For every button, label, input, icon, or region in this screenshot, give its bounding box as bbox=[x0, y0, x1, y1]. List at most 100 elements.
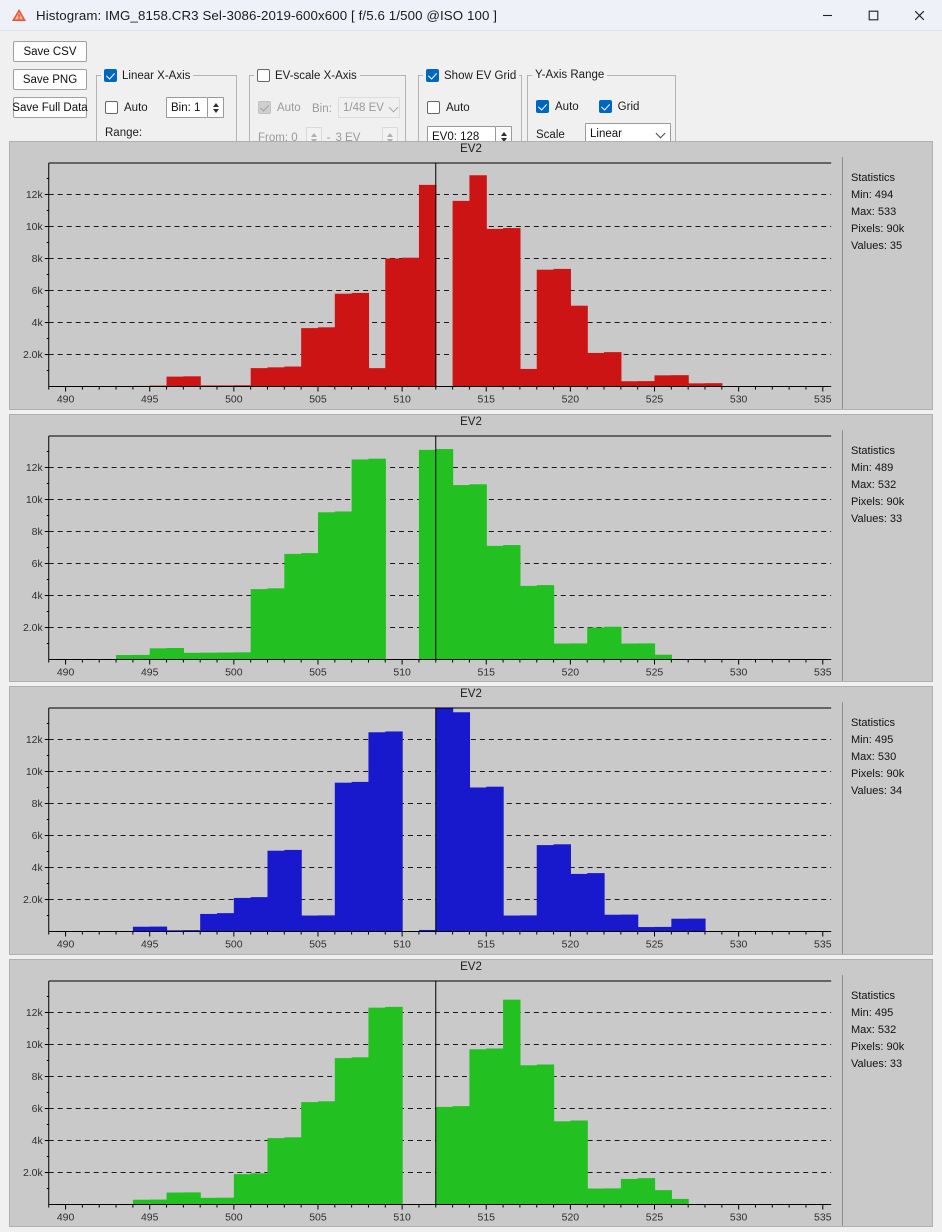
chart-canvas[interactable]: 2.0k 4k 6k 8k 10k 12k 490 495 500 505 510 515 520 525… bbox=[10, 702, 842, 954]
svg-text:535: 535 bbox=[814, 667, 832, 678]
minimize-button[interactable] bbox=[804, 0, 850, 31]
ev-dash: - bbox=[326, 131, 331, 144]
stat-min: Min: 489 bbox=[851, 461, 894, 474]
statistics-heading: Statistics bbox=[851, 444, 896, 457]
y-grid-checkbox[interactable] bbox=[598, 100, 612, 113]
svg-text:8k: 8k bbox=[32, 526, 44, 537]
svg-text:495: 495 bbox=[141, 395, 159, 406]
svg-text:530: 530 bbox=[730, 667, 748, 678]
statistics-box: Statistics Min: 495 Max: 530 Pixels: 90k… bbox=[842, 702, 932, 954]
svg-text:6k: 6k bbox=[32, 559, 44, 570]
svg-text:10k: 10k bbox=[26, 1039, 44, 1050]
y-axis-range-label: Y-Axis Range bbox=[535, 69, 605, 81]
svg-text:10k: 10k bbox=[26, 494, 44, 505]
y-auto-checkbox[interactable] bbox=[536, 100, 549, 113]
svg-text:530: 530 bbox=[730, 1212, 748, 1223]
histogram-panel: EV2 2.0k 4k 6k 8k 10k 12k 490 495 500 505 510 515 52… bbox=[9, 141, 933, 410]
chevron-down-icon bbox=[390, 103, 399, 112]
linear-bin-input[interactable]: Bin: 1 bbox=[166, 97, 208, 118]
chart-canvas[interactable]: 2.0k 4k 6k 8k 10k 12k 490 495 500 505 510 515 520 525… bbox=[10, 157, 842, 409]
svg-text:510: 510 bbox=[393, 1212, 411, 1223]
svg-text:6k: 6k bbox=[32, 831, 44, 842]
svg-text:495: 495 bbox=[141, 1212, 159, 1223]
stat-max: Max: 532 bbox=[851, 478, 897, 491]
ev-auto-label: Auto bbox=[277, 101, 301, 114]
stat-values: Values: 33 bbox=[851, 1057, 903, 1070]
svg-text:490: 490 bbox=[57, 667, 75, 678]
svg-text:535: 535 bbox=[814, 940, 832, 951]
stat-values: Values: 33 bbox=[851, 512, 903, 525]
svg-text:500: 500 bbox=[225, 1212, 243, 1223]
stat-pixels: Pixels: 90k bbox=[851, 223, 905, 235]
svg-text:505: 505 bbox=[309, 667, 327, 678]
svg-text:4k: 4k bbox=[32, 1136, 44, 1147]
svg-text:2.0k: 2.0k bbox=[23, 623, 44, 634]
statistics-heading: Statistics bbox=[851, 172, 896, 184]
histogram-app-icon bbox=[11, 7, 27, 23]
stat-pixels: Pixels: 90k bbox=[851, 1040, 905, 1053]
linear-auto-checkbox[interactable] bbox=[105, 101, 118, 114]
svg-text:8k: 8k bbox=[32, 254, 44, 265]
ev-scale-label: EV-scale X-Axis bbox=[275, 69, 357, 82]
ev-bin-value: 1/48 EV bbox=[343, 101, 384, 114]
chart-canvas[interactable]: 2.0k 4k 6k 8k 10k 12k 490 495 500 505 510 515 520 525… bbox=[10, 975, 842, 1227]
show-ev-grid-checkbox[interactable] bbox=[426, 69, 439, 82]
linear-x-axis-legend: Linear X-Axis bbox=[101, 69, 193, 82]
svg-text:490: 490 bbox=[57, 940, 75, 951]
chevron-down-icon bbox=[657, 129, 666, 138]
svg-text:8k: 8k bbox=[32, 1071, 44, 1082]
svg-text:6k: 6k bbox=[32, 286, 44, 297]
svg-text:490: 490 bbox=[57, 1212, 75, 1223]
svg-text:535: 535 bbox=[814, 1212, 832, 1223]
svg-text:505: 505 bbox=[309, 1212, 327, 1223]
svg-text:520: 520 bbox=[562, 395, 580, 406]
svg-text:525: 525 bbox=[646, 940, 664, 951]
y-auto-label: Auto bbox=[555, 100, 579, 113]
svg-text:490: 490 bbox=[57, 395, 75, 406]
svg-text:530: 530 bbox=[730, 395, 748, 406]
svg-text:500: 500 bbox=[225, 395, 243, 406]
stat-values: Values: 35 bbox=[851, 240, 903, 252]
svg-text:525: 525 bbox=[646, 667, 664, 678]
window-controls bbox=[804, 0, 942, 31]
controls-toolbar: Save CSV Save PNG Save Full Data Linear … bbox=[0, 31, 942, 173]
histogram-panel: EV2 2.0k 4k 6k 8k 10k 12k 490 495 500 505 510 515 52… bbox=[9, 413, 933, 682]
linear-auto-label: Auto bbox=[124, 101, 148, 114]
linear-range-label: Range: bbox=[105, 127, 143, 139]
ev-auto-checkbox[interactable] bbox=[258, 101, 271, 114]
svg-text:4k: 4k bbox=[32, 318, 44, 329]
show-ev-grid-legend: Show EV Grid bbox=[423, 69, 519, 82]
save-png-button[interactable]: Save PNG bbox=[13, 69, 87, 90]
ev-scale-x-axis-checkbox[interactable] bbox=[257, 69, 270, 82]
svg-text:4k: 4k bbox=[32, 863, 44, 874]
svg-text:8k: 8k bbox=[32, 799, 44, 810]
svg-text:505: 505 bbox=[309, 395, 327, 406]
svg-text:2.0k: 2.0k bbox=[23, 1168, 44, 1179]
chart-canvas[interactable]: 2.0k 4k 6k 8k 10k 12k 490 495 500 505 510 515 520 525… bbox=[10, 430, 842, 682]
svg-text:515: 515 bbox=[478, 940, 496, 951]
save-full-data-button[interactable]: Save Full Data bbox=[12, 97, 88, 118]
svg-text:12k: 12k bbox=[26, 190, 44, 201]
ev-bin-select[interactable]: 1/48 EV bbox=[338, 97, 400, 118]
svg-text:12k: 12k bbox=[26, 735, 44, 746]
title-bar: Histogram: IMG_8158.CR3 Sel-3086-2019-60… bbox=[0, 0, 942, 31]
linear-bin-spinner[interactable] bbox=[208, 97, 224, 118]
svg-text:500: 500 bbox=[225, 940, 243, 951]
close-button[interactable] bbox=[896, 0, 942, 31]
y-axis-range-legend: Y-Axis Range bbox=[532, 69, 607, 81]
y-scale-select[interactable]: Linear bbox=[585, 123, 671, 144]
panel-title: EV2 bbox=[10, 414, 932, 430]
panel-title: EV2 bbox=[10, 959, 932, 975]
svg-text:495: 495 bbox=[141, 940, 159, 951]
svg-text:2.0k: 2.0k bbox=[23, 350, 44, 361]
statistics-heading: Statistics bbox=[851, 989, 896, 1002]
ev-grid-auto-checkbox[interactable] bbox=[427, 101, 440, 114]
y-scale-value: Linear bbox=[590, 127, 622, 140]
statistics-box: Statistics Min: 494 Max: 533 Pixels: 90k… bbox=[842, 157, 932, 409]
linear-x-axis-checkbox[interactable] bbox=[104, 69, 117, 82]
maximize-button[interactable] bbox=[850, 0, 896, 31]
statistics-box: Statistics Min: 495 Max: 532 Pixels: 90k… bbox=[842, 974, 932, 1226]
save-csv-button[interactable]: Save CSV bbox=[13, 41, 87, 62]
stat-min: Min: 494 bbox=[851, 189, 894, 201]
stat-pixels: Pixels: 90k bbox=[851, 495, 905, 508]
